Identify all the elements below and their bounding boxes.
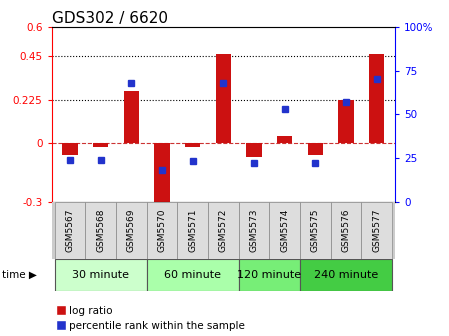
Bar <box>85 202 116 259</box>
Text: GSM5570: GSM5570 <box>158 208 167 252</box>
Text: GSM5571: GSM5571 <box>188 208 197 252</box>
Text: GDS302 / 6620: GDS302 / 6620 <box>52 11 167 26</box>
Text: 120 minute: 120 minute <box>238 270 301 280</box>
Text: GSM5567: GSM5567 <box>66 208 75 252</box>
Bar <box>369 54 384 143</box>
Text: time ▶: time ▶ <box>2 270 37 280</box>
Bar <box>300 259 392 291</box>
Bar <box>300 202 331 259</box>
Text: 60 minute: 60 minute <box>164 270 221 280</box>
Bar <box>239 202 269 259</box>
Bar <box>116 202 147 259</box>
Text: 30 minute: 30 minute <box>72 270 129 280</box>
Text: GSM5575: GSM5575 <box>311 208 320 252</box>
Bar <box>308 143 323 155</box>
Text: GSM5572: GSM5572 <box>219 208 228 252</box>
Text: GSM5574: GSM5574 <box>280 208 289 252</box>
Legend: log ratio, percentile rank within the sample: log ratio, percentile rank within the sa… <box>57 305 245 331</box>
Bar <box>147 202 177 259</box>
Bar <box>124 91 139 143</box>
Text: GSM5569: GSM5569 <box>127 208 136 252</box>
Text: GSM5573: GSM5573 <box>250 208 259 252</box>
Bar <box>147 259 239 291</box>
Bar <box>208 202 239 259</box>
Bar <box>361 202 392 259</box>
Bar <box>55 259 147 291</box>
Bar <box>339 100 354 143</box>
Bar <box>239 259 300 291</box>
Bar <box>154 143 170 211</box>
Bar <box>177 202 208 259</box>
Bar <box>269 202 300 259</box>
Text: GSM5577: GSM5577 <box>372 208 381 252</box>
Text: 240 minute: 240 minute <box>314 270 378 280</box>
Bar <box>216 54 231 143</box>
Bar <box>247 143 262 157</box>
Bar <box>331 202 361 259</box>
Bar <box>277 136 292 143</box>
Bar <box>62 143 78 155</box>
Text: GSM5576: GSM5576 <box>342 208 351 252</box>
Bar <box>55 202 85 259</box>
Bar <box>185 143 200 147</box>
Bar <box>93 143 108 147</box>
Text: GSM5568: GSM5568 <box>96 208 105 252</box>
